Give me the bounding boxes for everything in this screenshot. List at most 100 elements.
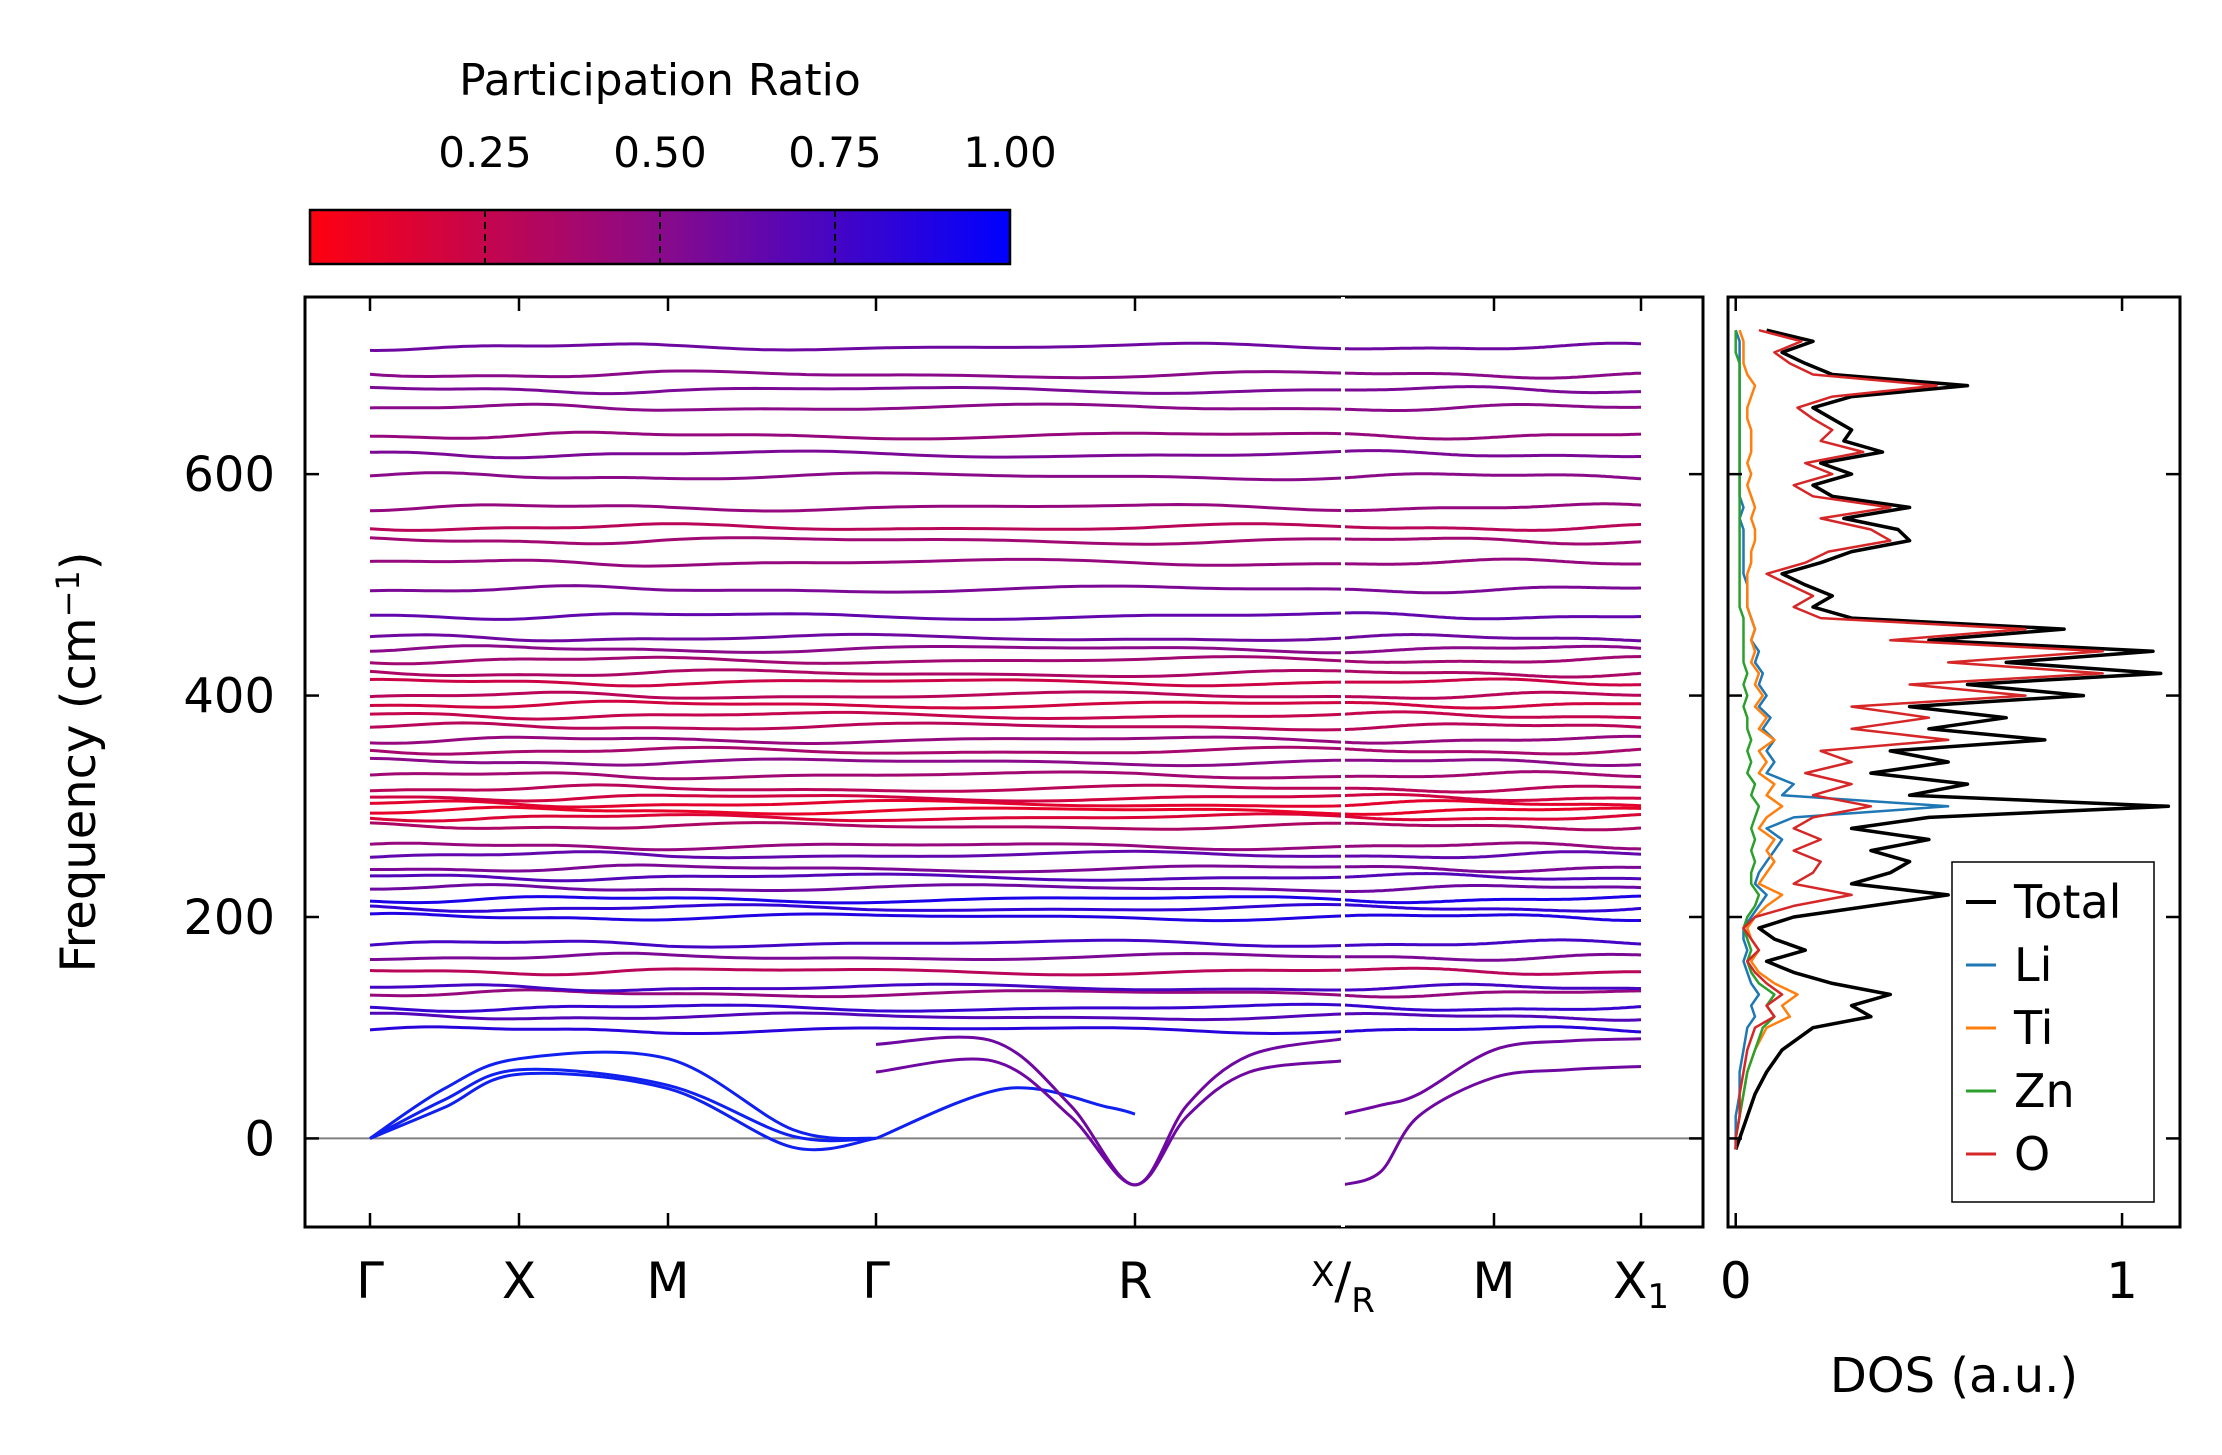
phonon-band — [369, 1025, 1344, 1036]
phonon-band — [369, 699, 1343, 710]
phonon-band — [369, 849, 1343, 860]
soft-mode-2 — [875, 1035, 1344, 1187]
colorbar: Participation Ratio 0.25 0.50 0.75 1.00 — [308, 55, 1057, 266]
soft-mode-4 — [1342, 1037, 1642, 1116]
phonon-band-segment-2 — [1342, 385, 1641, 395]
phonon-band-segment-2 — [1342, 611, 1642, 621]
phonon-band — [369, 821, 1343, 831]
band-structure-frame — [303, 295, 1705, 1229]
phonon-band-segment-2 — [1342, 747, 1642, 756]
dos-series-o — [1734, 328, 2104, 1150]
phonon-band-segment-2 — [1343, 432, 1642, 441]
legend-label-o: O — [2014, 1127, 2050, 1181]
phonon-band-segment-2 — [1342, 1003, 1642, 1012]
phonon-band — [369, 584, 1344, 594]
dos-x-axis-label: DOS (a.u.) — [1830, 1348, 2078, 1404]
y-tick-label: 200 — [183, 890, 275, 946]
phonon-band-segment-2 — [1342, 502, 1642, 513]
dos-series-total — [1734, 328, 2171, 1151]
phonon-band-segment-2 — [1342, 813, 1642, 822]
phonon-band-segment-2 — [1342, 871, 1641, 881]
phonon-band-segment-2 — [1342, 341, 1642, 351]
phonon-band-segment-2 — [1343, 982, 1642, 992]
phonon-band — [369, 644, 1343, 655]
phonon-band-segment-2 — [1342, 770, 1642, 779]
phonon-band — [369, 903, 1344, 913]
k-label: M — [1472, 1252, 1515, 1310]
phonon-band — [369, 938, 1344, 949]
phonon-band — [369, 967, 1344, 977]
phonon-band — [369, 536, 1344, 546]
phonon-band-segment-2 — [1343, 758, 1642, 767]
y-axis-label: Frequency (cm−1) — [49, 551, 107, 972]
phonon-band — [369, 1002, 1344, 1013]
phonon-band — [370, 982, 1343, 993]
dos-x-tick-label: 1 — [2106, 1252, 2138, 1310]
k-label: Γ — [356, 1252, 384, 1310]
phonon-band — [369, 1011, 1344, 1022]
phonon-band-segment-2 — [1342, 710, 1642, 720]
phonon-band — [369, 783, 1343, 793]
phonon-band-segment-2 — [1342, 633, 1642, 643]
phonon-band — [369, 756, 1344, 768]
colorbar-tick-label: 0.25 — [438, 128, 532, 177]
phonon-band — [369, 677, 1344, 688]
colorbar-title: Participation Ratio — [459, 55, 861, 106]
legend-label-ti: Ti — [2013, 1001, 2053, 1055]
k-label-x1: X1 — [1613, 1252, 1669, 1317]
phonon-band-segment-2 — [1342, 792, 1641, 802]
phonon-band — [369, 369, 1344, 380]
phonon-band — [369, 690, 1344, 700]
phonon-band — [369, 721, 1344, 732]
dos-legend: Total Li Ti Zn O — [1951, 861, 2155, 1203]
phonon-band — [369, 710, 1344, 721]
phonon-band-segment-2 — [1343, 536, 1642, 546]
phonon-band — [369, 812, 1344, 823]
phonon-band-segment-2 — [1342, 734, 1642, 745]
phonon-band-segment-2 — [1342, 472, 1642, 481]
phonon-band — [369, 911, 1344, 923]
phonon-band-segment-2 — [1342, 701, 1641, 710]
phonon-band-segment-2 — [1342, 523, 1641, 532]
phonon-band-segment-2 — [1342, 938, 1642, 947]
colorbar-tick-label: 0.50 — [613, 128, 707, 177]
phonon-band — [370, 611, 1344, 621]
phonon-band-segment-2 — [1343, 644, 1642, 655]
phonon-band — [370, 951, 1344, 961]
phonon-band-segment-2 — [1343, 677, 1642, 687]
dos-series-ti — [1734, 329, 1799, 1150]
phonon-band-segment-2 — [1342, 913, 1641, 922]
phonon-band-segment-2 — [1343, 884, 1642, 893]
dos-panel: 0 1 DOS (a.u.) Total Li Ti Zn O — [1720, 295, 2182, 1404]
phonon-band-segment-2 — [1342, 585, 1641, 595]
phonon-band — [369, 502, 1344, 513]
colorbar-tick-label: 1.00 — [963, 128, 1057, 177]
phonon-band — [369, 471, 1344, 482]
legend-box — [1951, 861, 2155, 1203]
phonon-band — [369, 557, 1343, 568]
soft-mode-3 — [1342, 1065, 1642, 1187]
phonon-band-segment-2 — [1343, 966, 1641, 976]
phonon-band — [369, 735, 1344, 745]
phonon-band — [370, 793, 1344, 803]
phonon-band-segment-2 — [1342, 865, 1641, 874]
k-label: X — [502, 1252, 536, 1310]
phonon-band — [369, 988, 1344, 999]
phonon-band-segment-2 — [1342, 850, 1642, 860]
phonon-band-segment-2 — [1342, 799, 1642, 808]
phonon-band-segment-2 — [1342, 841, 1641, 851]
phonon-band — [369, 895, 1344, 905]
phonon-band — [369, 745, 1344, 756]
phonon-band — [369, 632, 1344, 643]
phonon-band-segment-2 — [1343, 821, 1642, 832]
phonon-band-segment-2 — [1342, 1025, 1642, 1034]
phonon-band — [369, 770, 1344, 781]
phonon-band — [369, 385, 1343, 396]
dos-frame — [1726, 295, 2182, 1229]
y-tick-label: 0 — [244, 1111, 275, 1167]
phonon-band-segment-2 — [1342, 449, 1641, 459]
phonon-band — [369, 799, 1344, 809]
phonon-band — [369, 668, 1344, 678]
phonon-band-segment-2 — [1342, 894, 1641, 905]
